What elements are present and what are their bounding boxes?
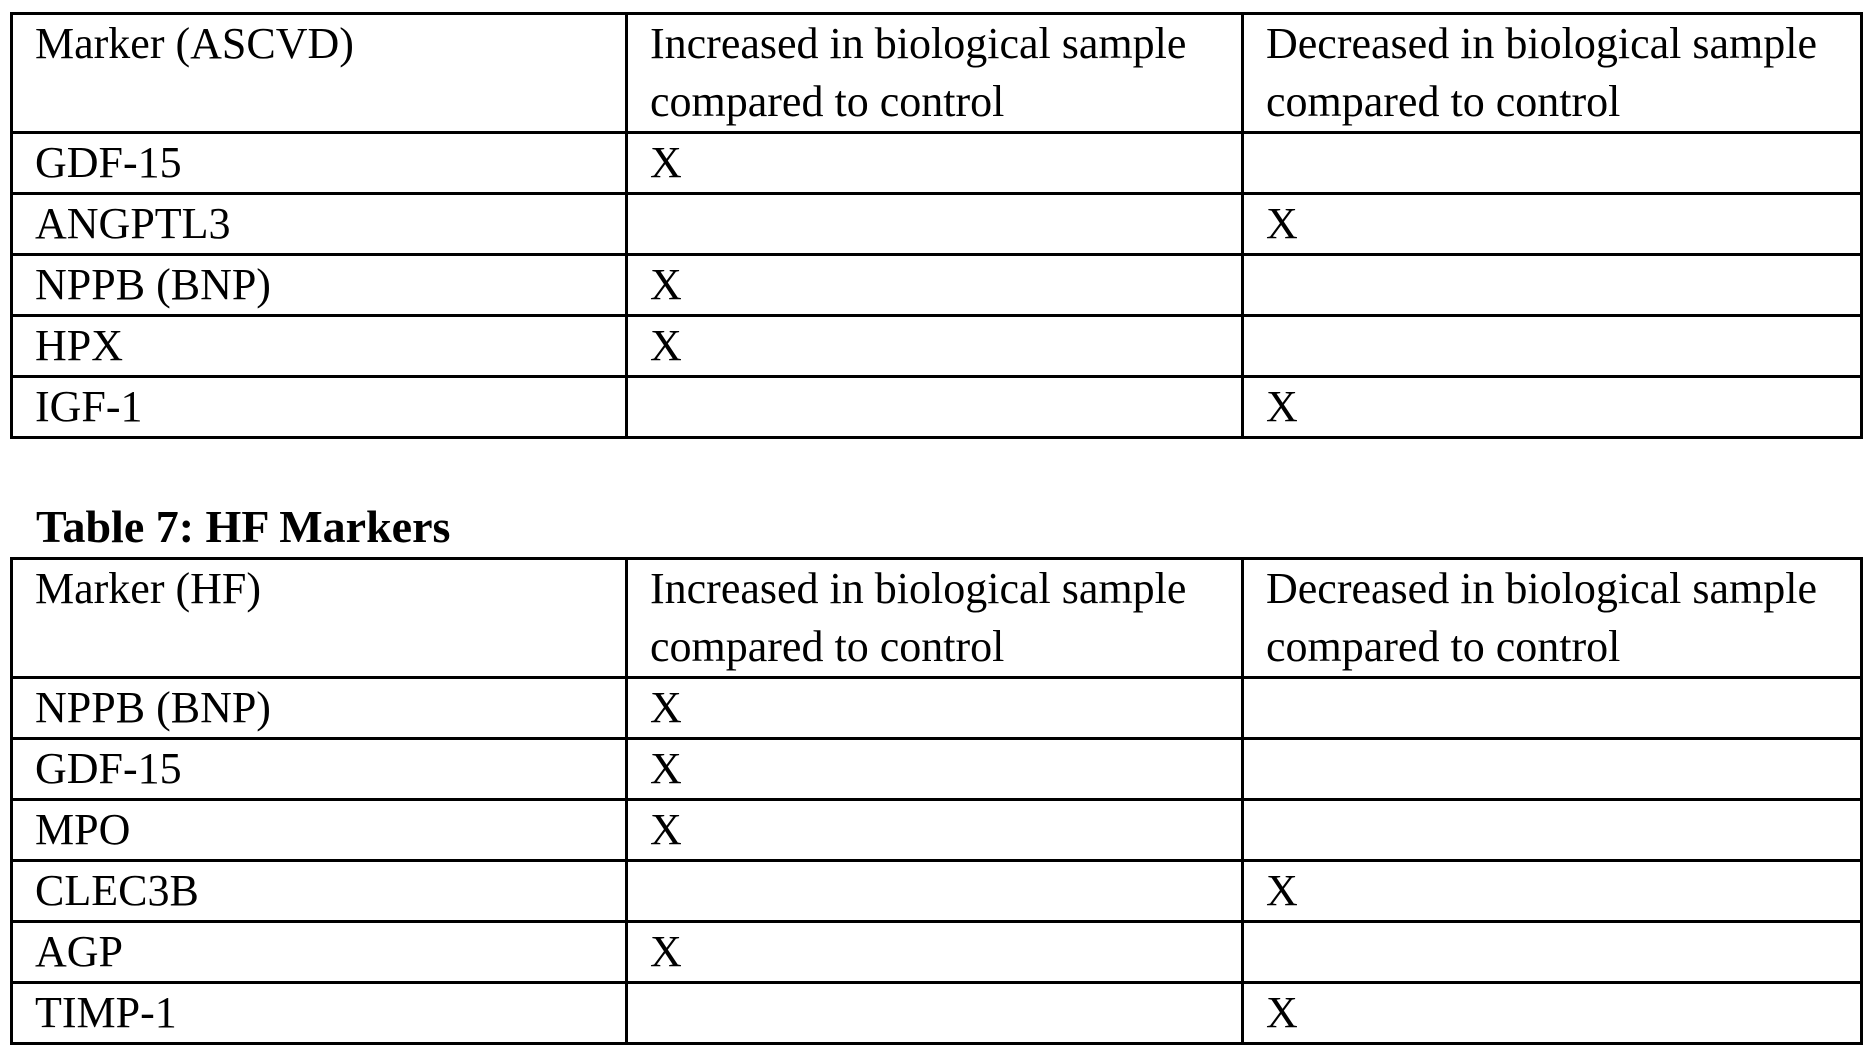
table-row: ANGPTL3 X: [12, 194, 1862, 255]
increased-mark: [627, 194, 1243, 255]
marker-name: NPPB (BNP): [12, 678, 627, 739]
decreased-mark: X: [1243, 377, 1862, 438]
table-row: GDF-15 X: [12, 739, 1862, 800]
increased-mark: [627, 861, 1243, 922]
increased-mark: X: [627, 678, 1243, 739]
decreased-mark: [1243, 133, 1862, 194]
table-header-row: Marker (HF) Increased in biological samp…: [12, 559, 1862, 678]
marker-name: MPO: [12, 800, 627, 861]
increased-mark: [627, 983, 1243, 1044]
decreased-mark: [1243, 922, 1862, 983]
table-caption-hf: Table 7: HF Markers: [36, 497, 450, 557]
table-row: TIMP-1 X: [12, 983, 1862, 1044]
marker-name: IGF-1: [12, 377, 627, 438]
increased-mark: X: [627, 316, 1243, 377]
decreased-mark: X: [1243, 861, 1862, 922]
header-increased: Increased in biological sample compared …: [627, 559, 1243, 678]
marker-name: HPX: [12, 316, 627, 377]
decreased-mark: [1243, 739, 1862, 800]
table-row: GDF-15 X: [12, 133, 1862, 194]
decreased-mark: [1243, 255, 1862, 316]
table-header-row: Marker (ASCVD) Increased in biological s…: [12, 14, 1862, 133]
header-decreased: Decreased in biological sample compared …: [1243, 14, 1862, 133]
header-increased: Increased in biological sample compared …: [627, 14, 1243, 133]
marker-name: ANGPTL3: [12, 194, 627, 255]
table-row: NPPB (BNP) X: [12, 678, 1862, 739]
decreased-mark: X: [1243, 194, 1862, 255]
decreased-mark: [1243, 678, 1862, 739]
decreased-mark: X: [1243, 983, 1862, 1044]
table-row: CLEC3B X: [12, 861, 1862, 922]
marker-name: GDF-15: [12, 133, 627, 194]
marker-name: CLEC3B: [12, 861, 627, 922]
header-decreased: Decreased in biological sample compared …: [1243, 559, 1862, 678]
table-row: MPO X: [12, 800, 1862, 861]
table-row: IGF-1 X: [12, 377, 1862, 438]
hf-markers-table: Marker (HF) Increased in biological samp…: [10, 557, 1863, 1045]
decreased-mark: [1243, 800, 1862, 861]
marker-name: AGP: [12, 922, 627, 983]
increased-mark: X: [627, 800, 1243, 861]
marker-name: NPPB (BNP): [12, 255, 627, 316]
increased-mark: X: [627, 133, 1243, 194]
ascvd-markers-table: Marker (ASCVD) Increased in biological s…: [10, 12, 1863, 439]
increased-mark: X: [627, 922, 1243, 983]
increased-mark: X: [627, 739, 1243, 800]
increased-mark: X: [627, 255, 1243, 316]
header-marker: Marker (HF): [12, 559, 627, 678]
table-row: NPPB (BNP) X: [12, 255, 1862, 316]
header-marker: Marker (ASCVD): [12, 14, 627, 133]
increased-mark: [627, 377, 1243, 438]
marker-name: TIMP-1: [12, 983, 627, 1044]
table-row: AGP X: [12, 922, 1862, 983]
decreased-mark: [1243, 316, 1862, 377]
marker-name: GDF-15: [12, 739, 627, 800]
table-row: HPX X: [12, 316, 1862, 377]
